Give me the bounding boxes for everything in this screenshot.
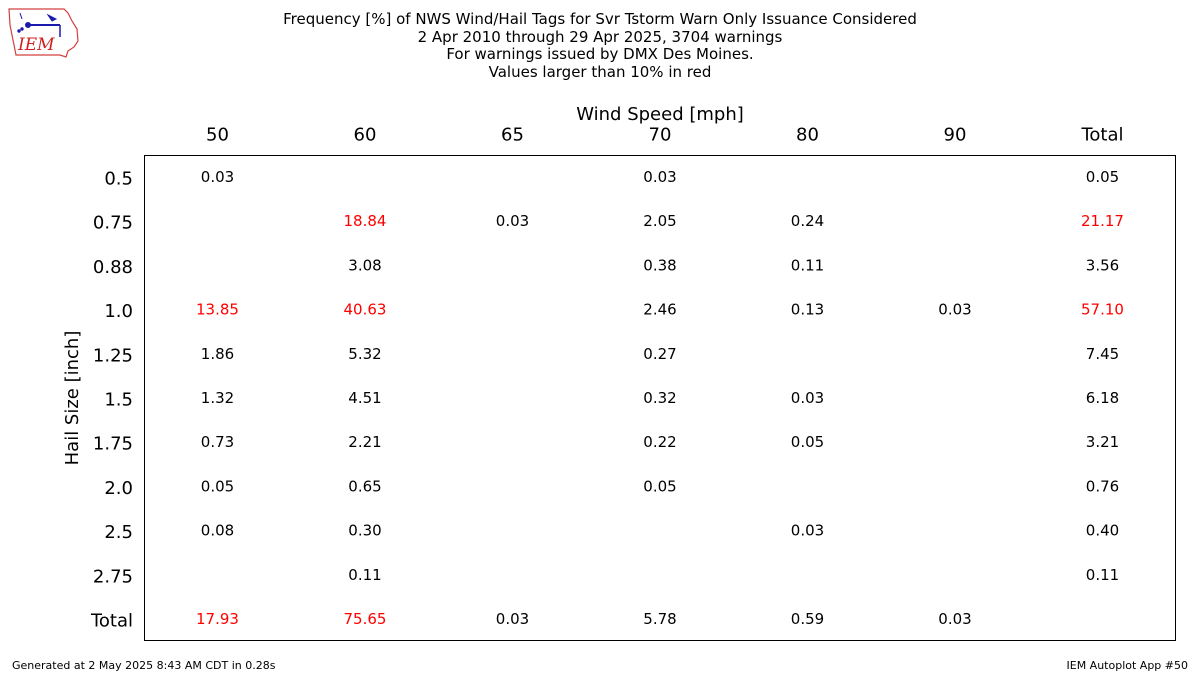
column-header: 65: [501, 125, 524, 146]
table-cell: 7.45: [1086, 345, 1119, 363]
table-cell: 13.85: [196, 301, 239, 319]
table-cell: 0.08: [201, 522, 234, 540]
table-cell: 0.27: [643, 345, 676, 363]
column-header: 50: [206, 125, 229, 146]
row-header: 0.88: [93, 257, 133, 278]
iowa-outline-icon: [8, 8, 79, 58]
table-cell: 1.86: [201, 345, 234, 363]
row-header: 0.5: [104, 169, 133, 190]
table-cell: 0.03: [496, 212, 529, 230]
row-header: Total: [90, 611, 133, 632]
table-cell: 6.18: [1086, 389, 1119, 407]
table-cell: 0.03: [791, 522, 824, 540]
row-header: 2.5: [104, 522, 133, 543]
table-cell: 57.10: [1081, 301, 1124, 319]
table-cell: 2.21: [348, 433, 381, 451]
table-cell: 1.32: [201, 389, 234, 407]
table-cell: 0.03: [938, 301, 971, 319]
table-cell: 2.05: [643, 212, 676, 230]
table-cell: 0.76: [1086, 477, 1119, 495]
table-cell: 3.56: [1086, 256, 1119, 274]
row-header: 2.75: [93, 566, 133, 587]
table-cell: 5.32: [348, 345, 381, 363]
table-cell: 17.93: [196, 610, 239, 628]
table-cell: 0.03: [201, 168, 234, 186]
table-cell: 75.65: [344, 610, 387, 628]
table-cell: 0.05: [1086, 168, 1119, 186]
table-cell: 0.11: [348, 566, 381, 584]
column-headers: 50 60 65 70 80 90 Total: [206, 125, 1123, 146]
column-header: 60: [354, 125, 377, 146]
column-header: 70: [649, 125, 672, 146]
table-cell: 0.65: [348, 477, 381, 495]
table-cell: 21.17: [1081, 212, 1124, 230]
table-cell: 0.03: [938, 610, 971, 628]
table-cell: 0.05: [201, 477, 234, 495]
table-cell: 0.11: [1086, 566, 1119, 584]
iem-logo: IEM: [8, 8, 79, 58]
table-cell: 0.24: [791, 212, 824, 230]
row-header: 1.25: [93, 345, 133, 366]
table-cell: 3.21: [1086, 433, 1119, 451]
table-cell: 4.51: [348, 389, 381, 407]
y-axis-label: Hail Size [inch]: [62, 331, 83, 466]
table-cell: 0.03: [496, 610, 529, 628]
column-header: 90: [944, 125, 967, 146]
logo-text: IEM: [17, 35, 55, 55]
row-header: 1.5: [104, 390, 133, 411]
table-cell: 0.05: [791, 433, 824, 451]
x-axis-label: Wind Speed [mph]: [576, 104, 744, 125]
weather-station-icon: [17, 12, 61, 37]
row-header: 0.75: [93, 213, 133, 234]
table-cell: 0.11: [791, 256, 824, 274]
table-cell: 0.03: [643, 168, 676, 186]
table-cell: 0.13: [791, 301, 824, 319]
plot-frame: [144, 155, 1176, 641]
table-cell: 0.03: [791, 389, 824, 407]
table-cell: 2.46: [643, 301, 676, 319]
table-cell: 0.59: [791, 610, 824, 628]
table-cell: 40.63: [344, 301, 387, 319]
autoplot-app-label: IEM Autoplot App #50: [1066, 659, 1189, 672]
table-cell: 18.84: [344, 212, 387, 230]
title-line-4: Values larger than 10% in red: [488, 63, 712, 82]
title-line-2: 2 Apr 2010 through 29 Apr 2025, 3704 war…: [417, 27, 783, 46]
table-cell: 5.78: [643, 610, 676, 628]
table-cell: 0.40: [1086, 522, 1119, 540]
table-cell: 0.73: [201, 433, 234, 451]
column-header: Total: [1080, 125, 1123, 146]
chart-title: Frequency [%] of NWS Wind/Hail Tags for …: [200, 10, 1000, 82]
row-header: 1.75: [93, 434, 133, 455]
table-cell: 0.05: [643, 477, 676, 495]
title-line-1: Frequency [%] of NWS Wind/Hail Tags for …: [283, 10, 917, 28]
row-header: 1.0: [104, 301, 133, 322]
table-cell: 3.08: [348, 256, 381, 274]
column-header: 80: [796, 125, 819, 146]
title-line-3: For warnings issued by DMX Des Moines.: [446, 45, 754, 64]
table-cell: 0.22: [643, 433, 676, 451]
table-cell: 0.32: [643, 389, 676, 407]
generated-timestamp: Generated at 2 May 2025 8:43 AM CDT in 0…: [12, 659, 276, 672]
table-cells: 0.03 0.03 0.05 18.84 0.03 2.05 0.24 21.17 3.08 0.…: [196, 168, 1124, 628]
row-headers: 0.5 0.75 0.88 1.0 1.25 1.5 1.75 2.0 2.5 2.75 Total: [90, 169, 133, 632]
row-header: 2.0: [104, 478, 133, 499]
table-cell: 0.30: [348, 522, 381, 540]
table-cell: 0.38: [643, 256, 676, 274]
